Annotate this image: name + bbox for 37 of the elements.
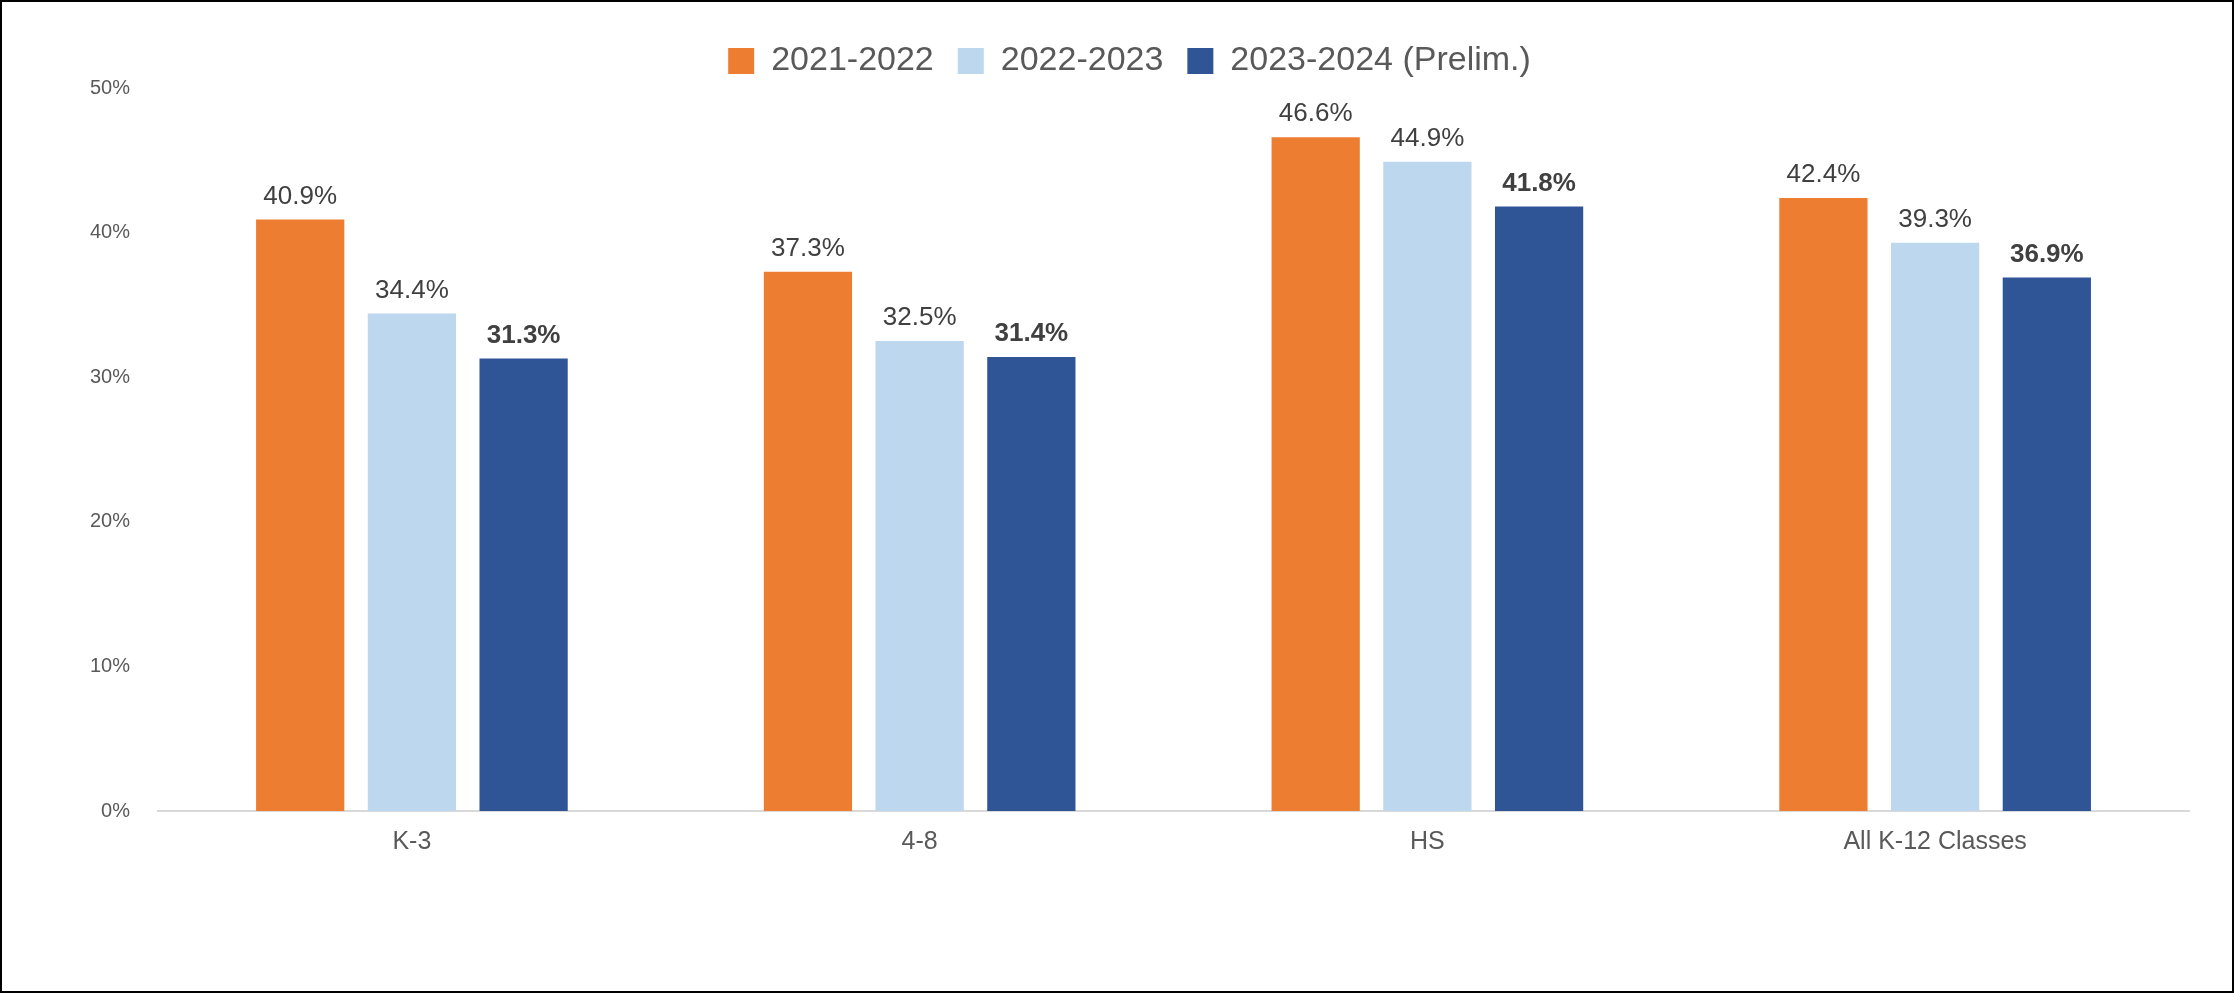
data-label: 39.3% xyxy=(1898,202,1972,233)
data-label: 32.5% xyxy=(882,301,957,332)
x-tick-label: 4-8 xyxy=(901,825,938,854)
y-tick-label: 10% xyxy=(90,653,131,676)
x-tick-label: All K-12 Classes xyxy=(1843,825,2027,854)
y-tick-label: 40% xyxy=(90,220,131,243)
data-label: 31.4% xyxy=(994,317,1069,348)
legend-label: 2023-2024 (Prelim.) xyxy=(1230,39,1531,78)
bar xyxy=(1891,242,1980,811)
data-label: 37.3% xyxy=(771,231,845,262)
bar xyxy=(987,356,1076,811)
y-tick-label: 30% xyxy=(90,364,131,387)
bar xyxy=(256,219,345,811)
bar xyxy=(2002,277,2091,811)
data-label: 46.6% xyxy=(1278,97,1353,128)
bar xyxy=(1494,206,1584,811)
data-label: 42.4% xyxy=(1786,158,1861,189)
y-tick-label: 20% xyxy=(90,509,131,532)
y-tick-label: 50% xyxy=(90,75,131,98)
data-label: 36.9% xyxy=(2009,237,2084,268)
data-label: 41.8% xyxy=(1502,166,1576,197)
legend-label: 2022-2023 xyxy=(1000,39,1164,78)
data-label: 34.4% xyxy=(375,273,449,304)
bar xyxy=(1271,137,1360,811)
legend-label: 2021-2022 xyxy=(771,39,934,78)
bar xyxy=(479,358,568,811)
x-tick-label: HS xyxy=(1410,825,1445,854)
bar xyxy=(763,271,853,811)
bar xyxy=(875,341,964,811)
x-tick-label: K-3 xyxy=(392,825,432,854)
bar xyxy=(1779,197,1868,811)
bar xyxy=(367,313,457,811)
data-label: 44.9% xyxy=(1390,121,1465,152)
data-label: 40.9% xyxy=(263,179,338,210)
data-label: 31.3% xyxy=(486,318,561,349)
bar xyxy=(1383,161,1472,811)
y-tick-label: 0% xyxy=(101,798,131,821)
